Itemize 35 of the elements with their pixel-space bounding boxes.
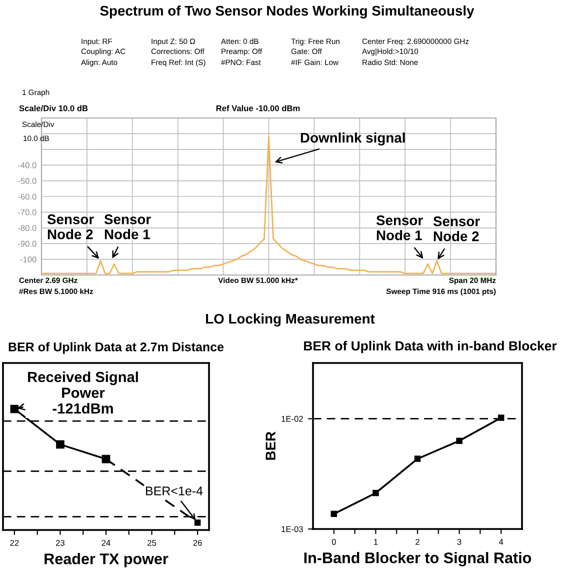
- chart-title: BER of Uplink Data with in-band Blocker: [304, 340, 557, 354]
- x-tick-label: 4: [498, 539, 504, 545]
- annotation: BER<1e-4: [146, 486, 203, 496]
- y-tick-label: -60.0: [18, 194, 36, 200]
- annotation: Downlink signal: [300, 132, 405, 146]
- annotation: Sensor Node 1: [376, 215, 423, 240]
- y-tick-label: -80.0: [18, 225, 36, 231]
- x-tick-label: 22: [10, 540, 19, 546]
- annotation: Sensor Node 1: [104, 214, 151, 240]
- y-tick-label: -90.0: [18, 240, 36, 247]
- x-axis-title: In-Band Blocker to Signal Ratio: [304, 552, 532, 566]
- x-tick-label: 0: [332, 538, 336, 545]
- x-tick-label: 26: [193, 540, 202, 546]
- text: Scale/Div 10.0 dB: [19, 105, 88, 112]
- chart-title: BER of Uplink Data at 2.7m Distance: [8, 342, 224, 354]
- annotation: Sensor Node 2: [433, 216, 480, 242]
- x-tick-label: 1: [374, 539, 378, 545]
- annotation: Received Signal Power -121dBm: [28, 371, 138, 414]
- annotation: Sensor Node 2: [47, 214, 94, 240]
- x-tick-label: 24: [102, 540, 110, 546]
- y-tick-label: -100: [20, 256, 36, 262]
- x-axis-title: Reader TX power: [44, 553, 168, 568]
- text: Ref Value -10.00 dBm: [216, 105, 300, 112]
- x-tick-label: 3: [457, 538, 462, 545]
- x-tick-label: 25: [148, 540, 156, 546]
- y-tick-label: 1E-03: [282, 526, 303, 532]
- y-tick-label: -40.0: [18, 162, 36, 168]
- chart-title: Spectrum of Two Sensor Nodes Working Simultaneously: [100, 5, 474, 19]
- y-tick-label: -50.0: [18, 178, 36, 184]
- y-tick-label: -70.0: [18, 209, 36, 216]
- x-tick-label: 23: [56, 540, 64, 546]
- y-tick-label: 1E-02: [282, 416, 303, 422]
- x-tick-label: 2: [416, 538, 420, 545]
- text: LO Locking Measurement: [206, 313, 375, 327]
- y-axis-title: BER: [266, 432, 276, 460]
